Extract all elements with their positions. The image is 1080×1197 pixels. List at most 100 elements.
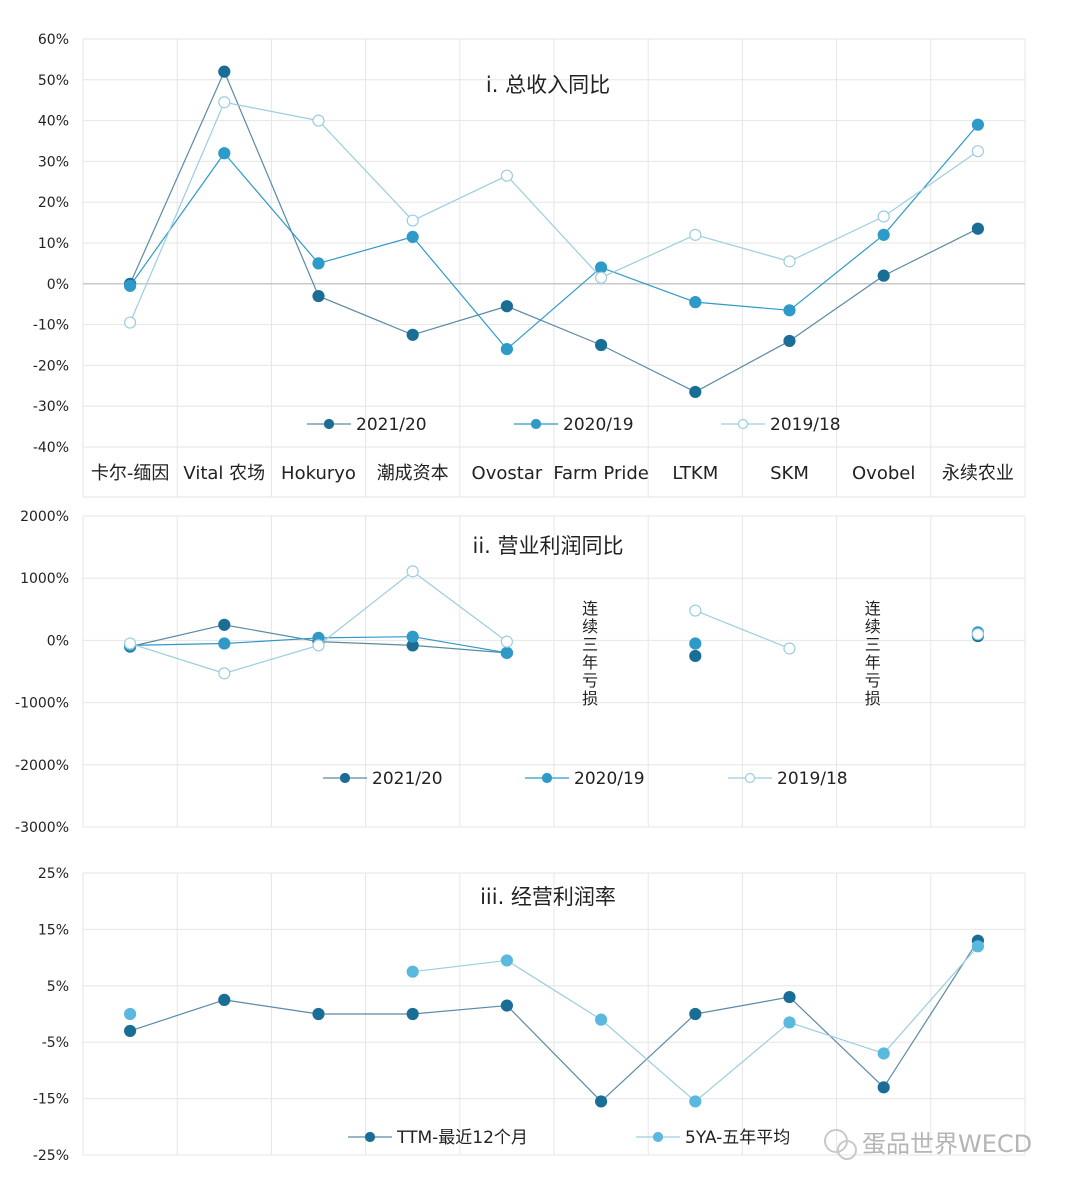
data-point-2019/18 [689,228,702,241]
data-point-5YA-五年平均 [971,940,985,953]
data-point-TTM-最近12个月 [312,1007,325,1021]
category-label: Ovostar [472,463,543,484]
data-point-2019/18 [971,145,985,158]
data-point-2020/19 [500,342,513,356]
y-tick-label: 20% [38,195,69,211]
series-segment-2020/19 [224,637,319,645]
data-point-2021/20 [689,385,702,399]
data-point-2021/20 [312,289,325,303]
data-point-5YA-五年平均 [406,965,419,978]
y-tick-label: 50% [38,73,69,89]
data-point-2021/20 [218,65,231,78]
data-point-2019/18 [500,169,513,182]
legend-label: 2021/20 [372,769,443,789]
data-point-2019/18 [594,271,608,284]
series-segment-2019/18 [506,175,602,279]
data-point-2020/19 [500,646,513,659]
data-point-2019/18 [877,210,890,223]
data-point-2019/18 [500,635,513,648]
chart-title: i. 总收入同比 [486,73,610,97]
data-point-2020/19 [312,257,325,270]
data-point-2019/18 [406,565,419,578]
series-segment-2021/20 [695,340,790,393]
series-segment-2021/20 [412,644,507,654]
legend-marker [541,772,553,784]
y-tick-label: -10% [33,318,69,334]
series-segment-5YA-五年平均 [412,959,507,973]
category-label: Hokuryo [281,463,356,484]
legend-marker [339,772,351,784]
series-segment-2020/19 [318,236,413,264]
data-point-5YA-五年平均 [783,1016,796,1029]
y-tick-label: 25% [38,866,69,882]
y-tick-label: -40% [33,440,69,456]
series-segment-2021/20 [318,295,413,336]
series-segment-2020/19 [600,266,696,303]
series-segment-2020/19 [789,234,885,311]
chart-panel-1: 60% 50% 40% 30% 20% 10% 0% -10% -20% -30% -40% 卡尔-缅… [33,32,1026,498]
series-segment-5YA-五年平均 [883,945,979,1054]
watermark-icon [837,1140,857,1160]
annotation-char: 损 [865,689,881,708]
series-segment-2020/19 [506,267,602,350]
data-point-5YA-五年平均 [594,1013,608,1026]
data-point-5YA-五年平均 [877,1047,890,1060]
y-tick-label: -3000% [15,820,69,836]
data-point-2020/19 [124,279,137,292]
series-segment-2019/18 [883,150,979,217]
data-point-2019/18 [312,114,325,127]
data-point-2020/19 [783,304,796,317]
y-tick-label: -2000% [15,758,69,774]
category-label: LTKM [672,463,718,484]
annotation-char: 亏 [582,671,598,690]
legend-label: 2020/19 [574,769,645,789]
data-point-2021/20 [218,618,231,631]
y-tick-label: -30% [33,399,69,415]
data-point-2021/20 [971,222,985,235]
data-point-2019/18 [783,255,796,268]
data-point-2020/19 [406,630,419,643]
data-point-2020/19 [218,147,231,160]
y-tick-label: -5% [42,1035,69,1051]
data-point-2019/18 [218,96,231,109]
annotation-char: 年 [582,653,598,672]
series-segment-2020/19 [318,636,413,639]
series-segment-2019/18 [129,102,225,323]
legend-marker [737,418,749,430]
y-tick-label: 5% [47,979,69,995]
series-segment-5YA-五年平均 [694,1022,790,1102]
series-segment-5YA-五年平均 [600,1019,696,1102]
series-segment-2020/19 [412,636,508,654]
series-segment-2019/18 [412,570,508,643]
series-segment-2021/20 [506,305,602,346]
y-tick-label: 1000% [20,571,69,587]
series-segment-5YA-五年平均 [789,1021,884,1055]
series-segment-2021/20 [883,228,979,277]
data-point-5YA-五年平均 [124,1007,137,1021]
series-segment-2019/18 [224,101,319,122]
series-segment-TTM-最近12个月 [224,999,319,1015]
legend-label: TTM-最近12个月 [396,1128,528,1148]
series-segment-2020/19 [129,152,225,287]
category-label: 卡尔-缅因 [91,463,170,484]
series-segment-2020/19 [883,124,979,236]
chart-panel-2: 2000% 1000% 0% -1000% -2000% -3000% ii. 营业利润同比… [15,509,1026,836]
data-point-2019/18 [312,639,325,652]
legend-label: 2021/20 [356,415,427,435]
chart-title: iii. 经营利润率 [480,885,616,909]
y-tick-label: -15% [33,1092,69,1108]
legend-label: 2019/18 [777,769,848,789]
series-segment-2020/19 [223,152,319,264]
legend-marker [744,772,756,784]
annotation-char: 三 [865,635,881,654]
annotation-char: 连 [582,599,598,618]
series-segment-2021/20 [129,71,225,285]
y-tick-label: -25% [33,1148,69,1164]
series-segment-TTM-最近12个月 [129,999,225,1032]
y-tick-label: 0% [47,277,69,293]
data-point-2019/18 [124,637,137,650]
data-point-2020/19 [406,230,419,243]
series-segment-2021/20 [600,344,696,393]
legend-marker [364,1131,376,1143]
